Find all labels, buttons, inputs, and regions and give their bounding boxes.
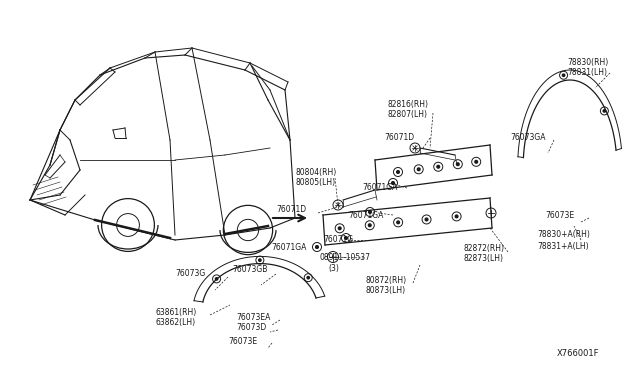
Circle shape <box>397 221 399 224</box>
Text: 82873(LH): 82873(LH) <box>463 253 503 263</box>
Text: 76071GA: 76071GA <box>348 211 383 219</box>
Text: 76073E: 76073E <box>228 337 257 346</box>
Text: 76071GA: 76071GA <box>271 244 307 253</box>
Text: 80805(LH): 80805(LH) <box>296 179 336 187</box>
Circle shape <box>316 246 318 248</box>
Text: 76071D: 76071D <box>276 205 306 215</box>
Circle shape <box>307 276 309 279</box>
Circle shape <box>369 211 371 214</box>
Circle shape <box>456 163 459 166</box>
Circle shape <box>392 182 394 185</box>
Text: X766001F: X766001F <box>557 350 600 359</box>
Circle shape <box>437 166 440 168</box>
Text: 76073D: 76073D <box>236 324 266 333</box>
Circle shape <box>339 227 341 230</box>
Text: 76073GB: 76073GB <box>232 266 268 275</box>
Circle shape <box>425 218 428 221</box>
Text: 08911-10537: 08911-10537 <box>320 253 371 263</box>
Text: 63861(RH): 63861(RH) <box>155 308 196 317</box>
Circle shape <box>259 259 261 261</box>
Text: 82807(LH): 82807(LH) <box>388 110 428 119</box>
Text: 76073G: 76073G <box>175 269 205 279</box>
Text: 63862(LH): 63862(LH) <box>155 318 195 327</box>
Circle shape <box>563 74 564 76</box>
Circle shape <box>397 171 399 173</box>
Text: 80873(LH): 80873(LH) <box>365 286 405 295</box>
Circle shape <box>369 224 371 227</box>
Text: 78830+A(RH): 78830+A(RH) <box>537 231 590 240</box>
Text: 82872(RH): 82872(RH) <box>463 244 504 253</box>
Circle shape <box>345 237 348 239</box>
Text: (3): (3) <box>328 263 339 273</box>
Text: 78831(LH): 78831(LH) <box>567 68 607 77</box>
Text: 76071GA: 76071GA <box>362 183 397 192</box>
Circle shape <box>455 215 458 218</box>
Text: 78830(RH): 78830(RH) <box>567 58 608 67</box>
Text: 80804(RH): 80804(RH) <box>296 169 337 177</box>
Text: 76071D: 76071D <box>384 134 414 142</box>
Text: 76071G: 76071G <box>323 235 353 244</box>
Text: 80872(RH): 80872(RH) <box>365 276 406 285</box>
Text: 78831+A(LH): 78831+A(LH) <box>537 241 589 250</box>
Text: 76073GA: 76073GA <box>510 132 545 141</box>
Text: 76073E: 76073E <box>545 211 574 219</box>
Circle shape <box>216 278 218 280</box>
Text: 76073EA: 76073EA <box>236 312 270 321</box>
Circle shape <box>603 110 605 112</box>
Circle shape <box>475 160 477 163</box>
Text: 82816(RH): 82816(RH) <box>388 100 429 109</box>
Circle shape <box>417 168 420 171</box>
